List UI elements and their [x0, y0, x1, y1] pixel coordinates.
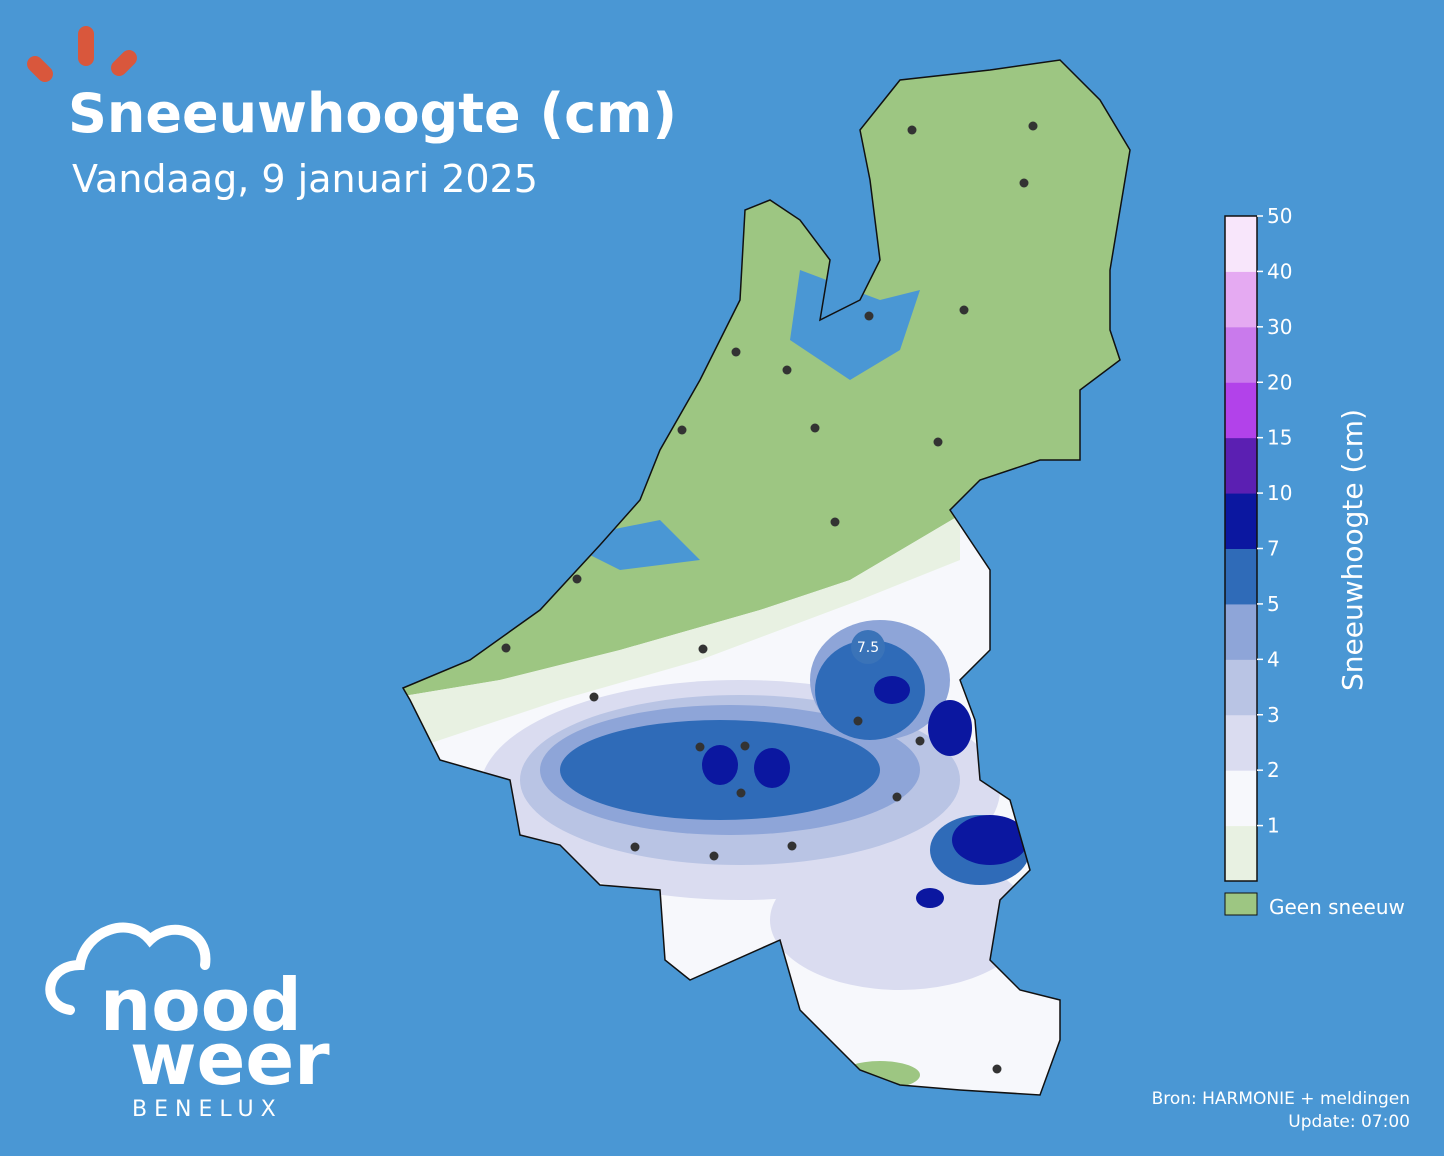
colorbar-tick-label: 15 — [1267, 426, 1292, 450]
logo: nood weer BENELUX — [45, 922, 330, 1122]
colorbar-tick-label: 5 — [1267, 592, 1280, 616]
colorbar-band — [1225, 382, 1257, 439]
colorbar: 1 2 3 4 5 7 10 15 20 30 40 50 — [1224, 204, 1292, 882]
colorbar-tick-label: 4 — [1267, 647, 1280, 671]
source: Bron: HARMONIE + meldingen — [1152, 1089, 1410, 1109]
colorbar-band — [1225, 326, 1257, 383]
colorbar-band — [1225, 603, 1257, 660]
colorbar-band — [1225, 714, 1257, 771]
colorbar-tick-label: 30 — [1267, 315, 1292, 339]
update: Update: 07:00 — [1288, 1112, 1410, 1132]
colorbar-band — [1225, 437, 1257, 494]
subtitle: Vandaag, 9 januari 2025 — [72, 157, 538, 201]
colorbar-label: Sneeuwhoogte (cm) — [1336, 409, 1369, 691]
logo-line1: nood — [100, 963, 302, 1047]
title: Sneeuwhoogte (cm) — [68, 82, 677, 145]
colorbar-tick-label: 10 — [1267, 481, 1292, 505]
city-dots — [501, 121, 1038, 1074]
colorbar-tick-label: 2 — [1267, 758, 1280, 782]
colorbar-band — [1225, 493, 1257, 549]
colorbar-tick-label: 40 — [1267, 259, 1292, 283]
colorbar-band — [1225, 216, 1257, 272]
colorbar-band — [1225, 271, 1257, 328]
colorbar-tick-label: 7 — [1267, 537, 1280, 561]
no-snow-label: Geen sneeuw — [1269, 895, 1405, 919]
colorbar-band — [1225, 770, 1257, 827]
no-snow-swatch — [1224, 892, 1258, 916]
logo-line3: BENELUX — [132, 1097, 283, 1122]
annotation-badge — [851, 630, 885, 664]
annotation: 7.5 — [857, 640, 879, 656]
brand-mark — [27, 26, 137, 82]
colorbar-band — [1225, 659, 1257, 716]
logo-line2: weer — [130, 1017, 330, 1101]
colorbar-band — [1225, 548, 1257, 605]
colorbar-tick-label: 20 — [1267, 370, 1292, 394]
colorbar-band — [1225, 825, 1257, 882]
colorbar-tick-label: 3 — [1267, 703, 1280, 727]
colorbar-tick-label: 50 — [1267, 204, 1292, 228]
colorbar-tick-label: 1 — [1267, 814, 1280, 838]
